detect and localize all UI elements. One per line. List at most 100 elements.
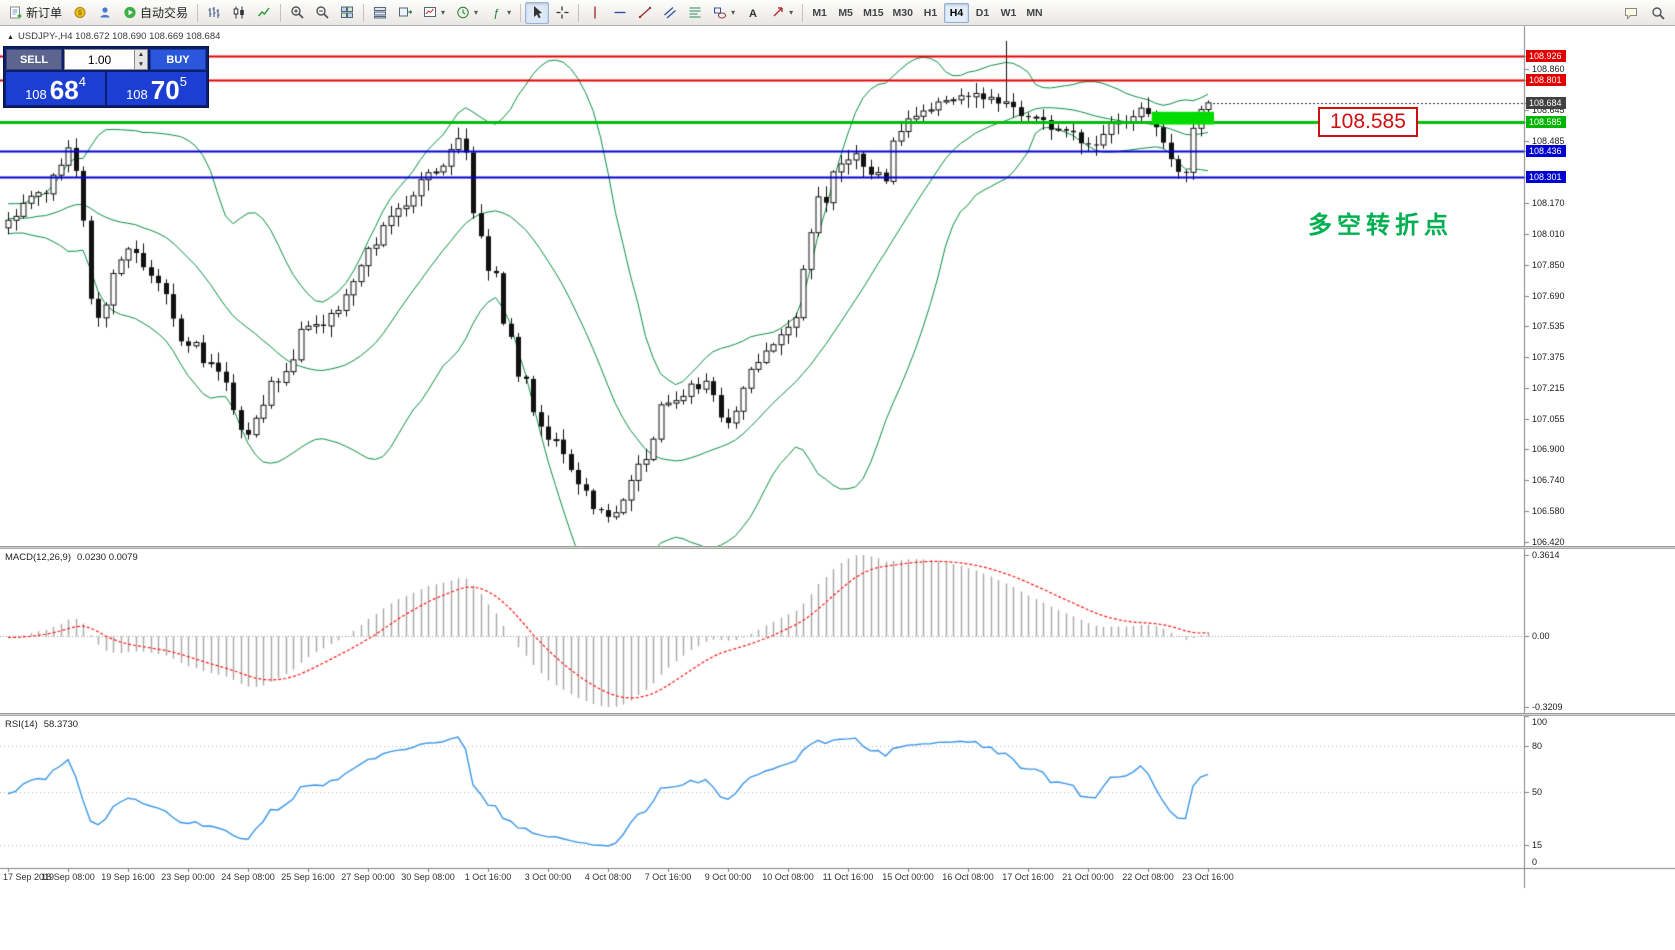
toolbar-separator [280, 3, 282, 22]
price-axis-tick: 108.170 [1532, 197, 1565, 208]
price-axis-tick: 106.580 [1532, 506, 1565, 517]
panel-splitter-macd[interactable] [0, 546, 1675, 549]
autotrading-button[interactable]: 自动交易 [118, 2, 193, 24]
svg-text:$: $ [78, 10, 82, 17]
grid-icon [340, 5, 354, 20]
buy-price-display[interactable]: 108 70 5 [107, 72, 206, 105]
time-axis-label: 22 Oct 08:00 [1122, 872, 1174, 882]
bars-icon [207, 5, 221, 20]
vertical-line-button[interactable] [583, 2, 607, 24]
time-axis-label: 4 Oct 08:00 [584, 872, 632, 882]
timeframe-h4-button[interactable]: H4 [943, 2, 969, 23]
price-axis-tick: 108.645 [1532, 105, 1565, 116]
trendline-button[interactable] [633, 2, 657, 24]
rsi-axis-tick: 80 [1532, 741, 1543, 752]
time-axis-label: 21 Oct 00:00 [1062, 872, 1114, 882]
indicators-button[interactable]: ƒ ▾ [484, 2, 516, 24]
toolbar-separator [197, 3, 199, 22]
macd-indicator-label: MACD(12,26,9) 0.0230 0.0079 [5, 552, 138, 563]
timeframe-m15-button[interactable]: M15 [863, 6, 884, 19]
buy-price-prefix: 108 [126, 87, 148, 102]
timeframe-mn-button[interactable]: MN [1026, 6, 1043, 19]
horizontal-line-button[interactable] [608, 2, 632, 24]
time-axis-label: 10 Oct 08:00 [762, 872, 814, 882]
zoom-out-icon [315, 5, 329, 20]
price-axis-tag: 108.301 [1526, 171, 1566, 184]
rsi-axis-tick: 100 [1532, 717, 1548, 727]
price-axis-tag: 108.926 [1526, 49, 1566, 62]
rsi-indicator-label: RSI(14) 58.3730 [5, 719, 78, 730]
timeframe-m1-button[interactable]: M1 [812, 6, 827, 19]
volume-down-button[interactable]: ▼ [135, 59, 147, 69]
buy-price-big: 70 [150, 75, 180, 105]
timeframe-h1-button[interactable]: H1 [923, 6, 938, 19]
periods-button[interactable]: ▾ [451, 2, 483, 24]
turning-point-annotation[interactable]: 多空转折点 [1308, 212, 1453, 239]
rsi-name: RSI(14) [5, 719, 38, 730]
chevron-down-icon: ▾ [731, 8, 736, 17]
timeframe-m5-button[interactable]: M5 [838, 6, 853, 19]
volume-input[interactable] [64, 49, 135, 70]
data-window-button[interactable] [93, 2, 117, 24]
chart-symbol-header: ▲ USDJPY-,H4 108.672 108.690 108.669 108.… [7, 31, 220, 42]
volume-spinner: ▲ ▼ [135, 49, 148, 70]
price-axis-tick: 108.010 [1532, 228, 1565, 239]
shapes-icon [713, 5, 727, 20]
new-order-button[interactable]: 新订单 [4, 2, 67, 24]
time-axis-label: 9 Oct 00:00 [704, 872, 752, 882]
sell-button[interactable]: SELL [6, 49, 62, 70]
ohlc-expand-toggle[interactable]: ▲ [7, 34, 14, 41]
buy-button[interactable]: BUY [150, 49, 206, 70]
autotrading-button-label: 自动交易 [140, 6, 189, 20]
magnifier-icon [1651, 6, 1665, 21]
rsi-value: 58.3730 [43, 719, 79, 730]
chat-icon [1624, 6, 1638, 21]
sell-price-display[interactable]: 108 68 4 [6, 72, 105, 105]
volume-up-button[interactable]: ▲ [135, 50, 147, 60]
tile-windows-button[interactable] [335, 2, 359, 24]
price-level-label[interactable]: 108.585 [1318, 107, 1418, 137]
sell-price-sup: 4 [78, 74, 86, 89]
arrange-icon [373, 5, 387, 20]
arrange-windows-button[interactable] [368, 2, 392, 24]
bar-chart-button[interactable] [202, 2, 226, 24]
candlestick-chart-button[interactable] [227, 2, 251, 24]
arrows-button[interactable]: ▾ [766, 2, 798, 24]
coin-icon: $ [73, 5, 87, 20]
rsi-axis-tick: 15 [1532, 840, 1543, 851]
shapes-button[interactable]: ▾ [708, 2, 740, 24]
zoom-out-button[interactable] [310, 2, 334, 24]
vline-icon [588, 5, 602, 20]
chart-shift-button[interactable] [393, 2, 417, 24]
timeframe-m30-button[interactable]: M30 [892, 6, 913, 19]
play-icon [123, 5, 137, 20]
function-icon: ƒ [489, 5, 503, 20]
market-watch-button[interactable]: $ [68, 2, 92, 24]
equidistant-channel-button[interactable] [658, 2, 682, 24]
cursor-button[interactable] [525, 1, 550, 24]
templates-button[interactable]: ▾ [418, 2, 450, 24]
panel-splitter-rsi[interactable] [0, 713, 1675, 716]
price-axis-tag: 108.801 [1526, 74, 1566, 87]
price-axis-tick: 107.215 [1532, 382, 1565, 393]
candles-icon [232, 5, 246, 20]
price-axis-tag: 108.585 [1526, 116, 1566, 129]
crosshair-button[interactable] [550, 2, 574, 24]
macd-axis-tick: -0.3209 [1532, 702, 1563, 712]
new-chat-button[interactable] [1619, 2, 1643, 24]
zoom-in-button[interactable] [285, 2, 309, 24]
fibonacci-button[interactable] [683, 2, 707, 24]
one-click-trading-panel: SELL ▲ ▼ BUY 108 68 4 108 70 5 [3, 46, 209, 108]
line-icon [257, 5, 271, 20]
price-axis-tick: 108.860 [1532, 63, 1565, 74]
time-axis-label: 16 Oct 08:00 [942, 872, 994, 882]
line-chart-button[interactable] [252, 2, 276, 24]
timeframe-d1-button[interactable]: D1 [975, 6, 990, 19]
text-label-button[interactable]: A [741, 2, 765, 24]
crosshair-icon [555, 5, 569, 20]
time-axis-label: 27 Sep 00:00 [341, 872, 395, 882]
timeframe-w1-button[interactable]: W1 [1000, 6, 1017, 19]
search-button[interactable] [1646, 2, 1670, 24]
